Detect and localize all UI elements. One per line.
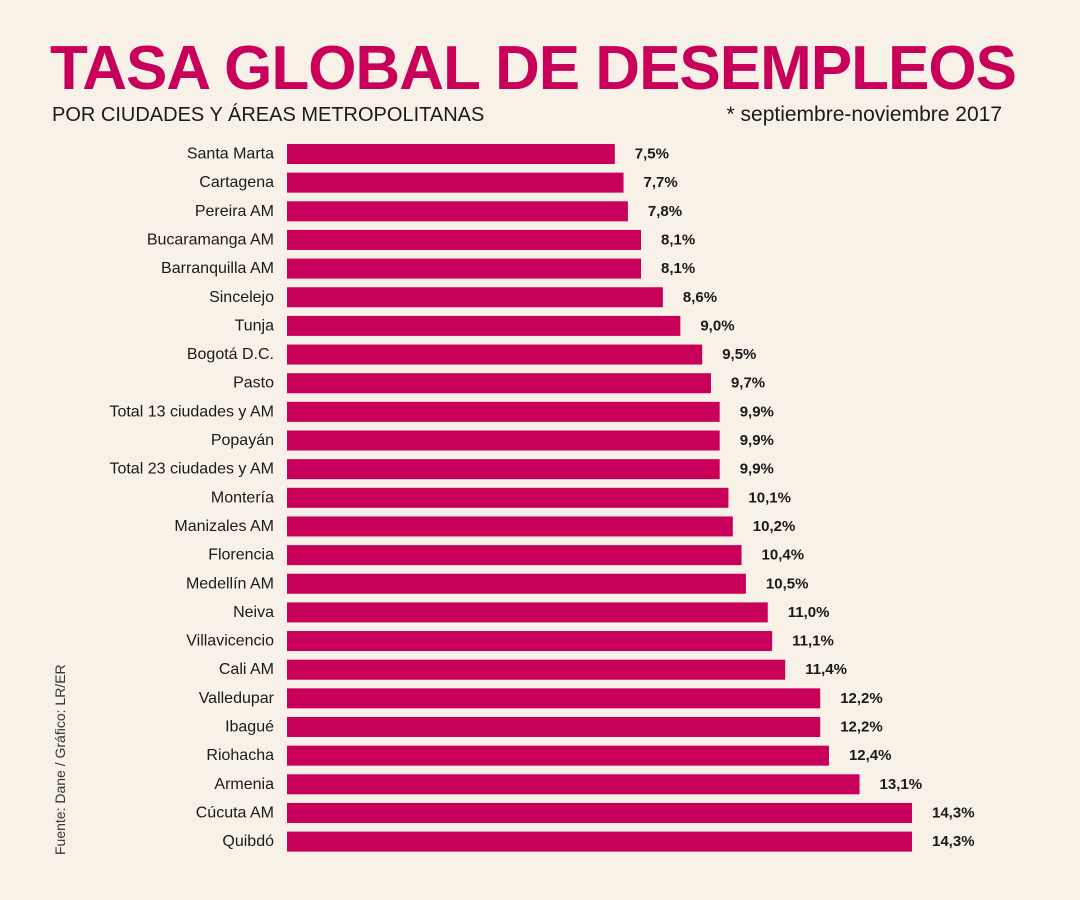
value-label: 12,2% <box>840 719 883 736</box>
bar <box>287 631 773 652</box>
value-label: 7,8% <box>648 203 682 220</box>
category-label: Armenia <box>214 776 274 793</box>
value-label: 9,5% <box>722 346 756 363</box>
category-label: Tunja <box>235 317 275 334</box>
bar <box>287 831 912 852</box>
category-label: Manizales AM <box>174 518 274 535</box>
bar <box>287 287 663 308</box>
value-label: 14,3% <box>932 804 975 821</box>
chart-title: TASA GLOBAL DE DESEMPLEOS <box>50 34 1017 103</box>
bar <box>287 516 733 537</box>
value-label: 10,4% <box>762 547 805 564</box>
category-label: Total 13 ciudades y AM <box>109 403 274 420</box>
category-label: Montería <box>211 489 274 506</box>
bar <box>287 573 746 594</box>
category-label: Villavicencio <box>186 633 274 650</box>
category-label: Florencia <box>208 547 274 564</box>
bar <box>287 315 681 336</box>
bar <box>287 258 642 279</box>
period-note: * septiembre-noviembre 2017 <box>726 103 1002 126</box>
category-label: Cali AM <box>219 661 274 678</box>
bar <box>287 144 615 164</box>
value-label: 9,9% <box>740 461 774 478</box>
category-label: Cúcuta AM <box>196 804 274 821</box>
bar <box>287 401 720 422</box>
bar <box>287 802 912 823</box>
category-label: Santa Marta <box>187 146 274 163</box>
value-label: 7,5% <box>635 146 669 163</box>
value-label: 9,0% <box>700 317 734 334</box>
bar <box>287 430 720 451</box>
value-label: 12,2% <box>840 690 883 707</box>
value-label: 14,3% <box>932 833 975 850</box>
bar <box>287 344 703 365</box>
category-label: Cartagena <box>199 174 274 191</box>
bar <box>287 201 628 222</box>
bar <box>287 459 720 480</box>
chart-subtitle: POR CIUDADES Y ÁREAS METROPOLITANAS <box>52 104 485 126</box>
value-label: 10,1% <box>748 489 791 506</box>
category-label: Quibdó <box>222 833 274 850</box>
value-label: 11,4% <box>805 661 847 678</box>
value-label: 8,1% <box>661 231 695 248</box>
category-label: Popayán <box>211 432 274 449</box>
category-label: Medellín AM <box>186 575 274 592</box>
value-label: 9,9% <box>740 432 774 449</box>
bar <box>287 373 711 394</box>
category-label: Bucaramanga AM <box>147 231 274 248</box>
category-label: Ibagué <box>225 719 274 736</box>
value-label: 13,1% <box>880 776 923 793</box>
value-label: 9,9% <box>740 403 774 420</box>
category-label: Pasto <box>233 375 274 392</box>
value-label: 11,1% <box>792 633 834 650</box>
bar <box>287 229 642 250</box>
value-label: 9,7% <box>731 375 765 392</box>
bar <box>287 545 742 566</box>
bar <box>287 172 624 193</box>
value-label: 11,0% <box>788 604 830 621</box>
bar <box>287 659 786 680</box>
bar <box>287 688 821 709</box>
category-label: Barranquilla AM <box>161 260 274 277</box>
category-label: Pereira AM <box>195 203 274 220</box>
category-label: Total 23 ciudades y AM <box>109 461 274 478</box>
value-label: 12,4% <box>849 747 892 764</box>
bar <box>287 487 729 508</box>
bar <box>287 745 829 766</box>
category-label: Bogotá D.C. <box>187 346 274 363</box>
bar <box>287 774 860 795</box>
value-label: 10,5% <box>766 575 809 592</box>
bar <box>287 602 768 623</box>
bar <box>287 717 821 737</box>
value-label: 8,1% <box>661 260 695 277</box>
value-label: 8,6% <box>683 289 717 306</box>
category-label: Neiva <box>233 604 274 621</box>
category-label: Riohacha <box>206 747 274 764</box>
value-label: 7,7% <box>644 174 678 191</box>
category-label: Sincelejo <box>209 289 274 306</box>
value-label: 10,2% <box>753 518 796 535</box>
category-label: Valledupar <box>199 690 275 707</box>
